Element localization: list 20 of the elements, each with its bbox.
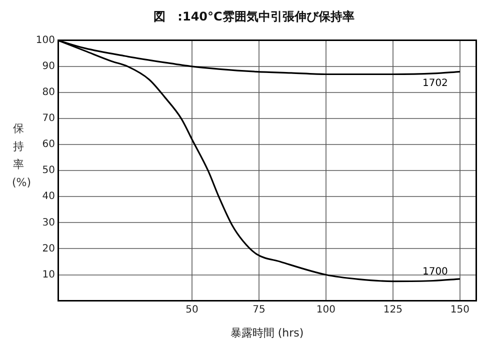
y-tick-label: 80 — [42, 87, 55, 98]
y-tick-label: 70 — [42, 113, 55, 124]
x-tick-label: 150 — [450, 304, 470, 316]
x-tick-label: 50 — [186, 304, 198, 316]
y-tick-label: 20 — [42, 243, 55, 254]
x-tick-label: 100 — [316, 304, 336, 316]
series-label: 1700 — [422, 266, 448, 278]
series-label: 1702 — [422, 78, 448, 90]
y-tick-label: 50 — [42, 165, 55, 176]
y-tick-label: 90 — [42, 61, 55, 72]
x-axis-title: 暴露時間 (hrs) — [230, 326, 304, 340]
x-tick-label: 75 — [252, 304, 266, 316]
y-tick-label: 60 — [42, 139, 55, 150]
y-tick-label: 30 — [42, 217, 55, 228]
y-axis-title: 保持率(%) — [12, 121, 32, 191]
y-tick-label: 40 — [42, 191, 55, 202]
y-tick-label: 100 — [36, 34, 55, 46]
chart-title: 図 :140°C雰囲気中引張伸び保持率 — [154, 9, 354, 24]
x-tick-label: 125 — [383, 304, 402, 316]
y-tick-label: 10 — [42, 269, 55, 280]
